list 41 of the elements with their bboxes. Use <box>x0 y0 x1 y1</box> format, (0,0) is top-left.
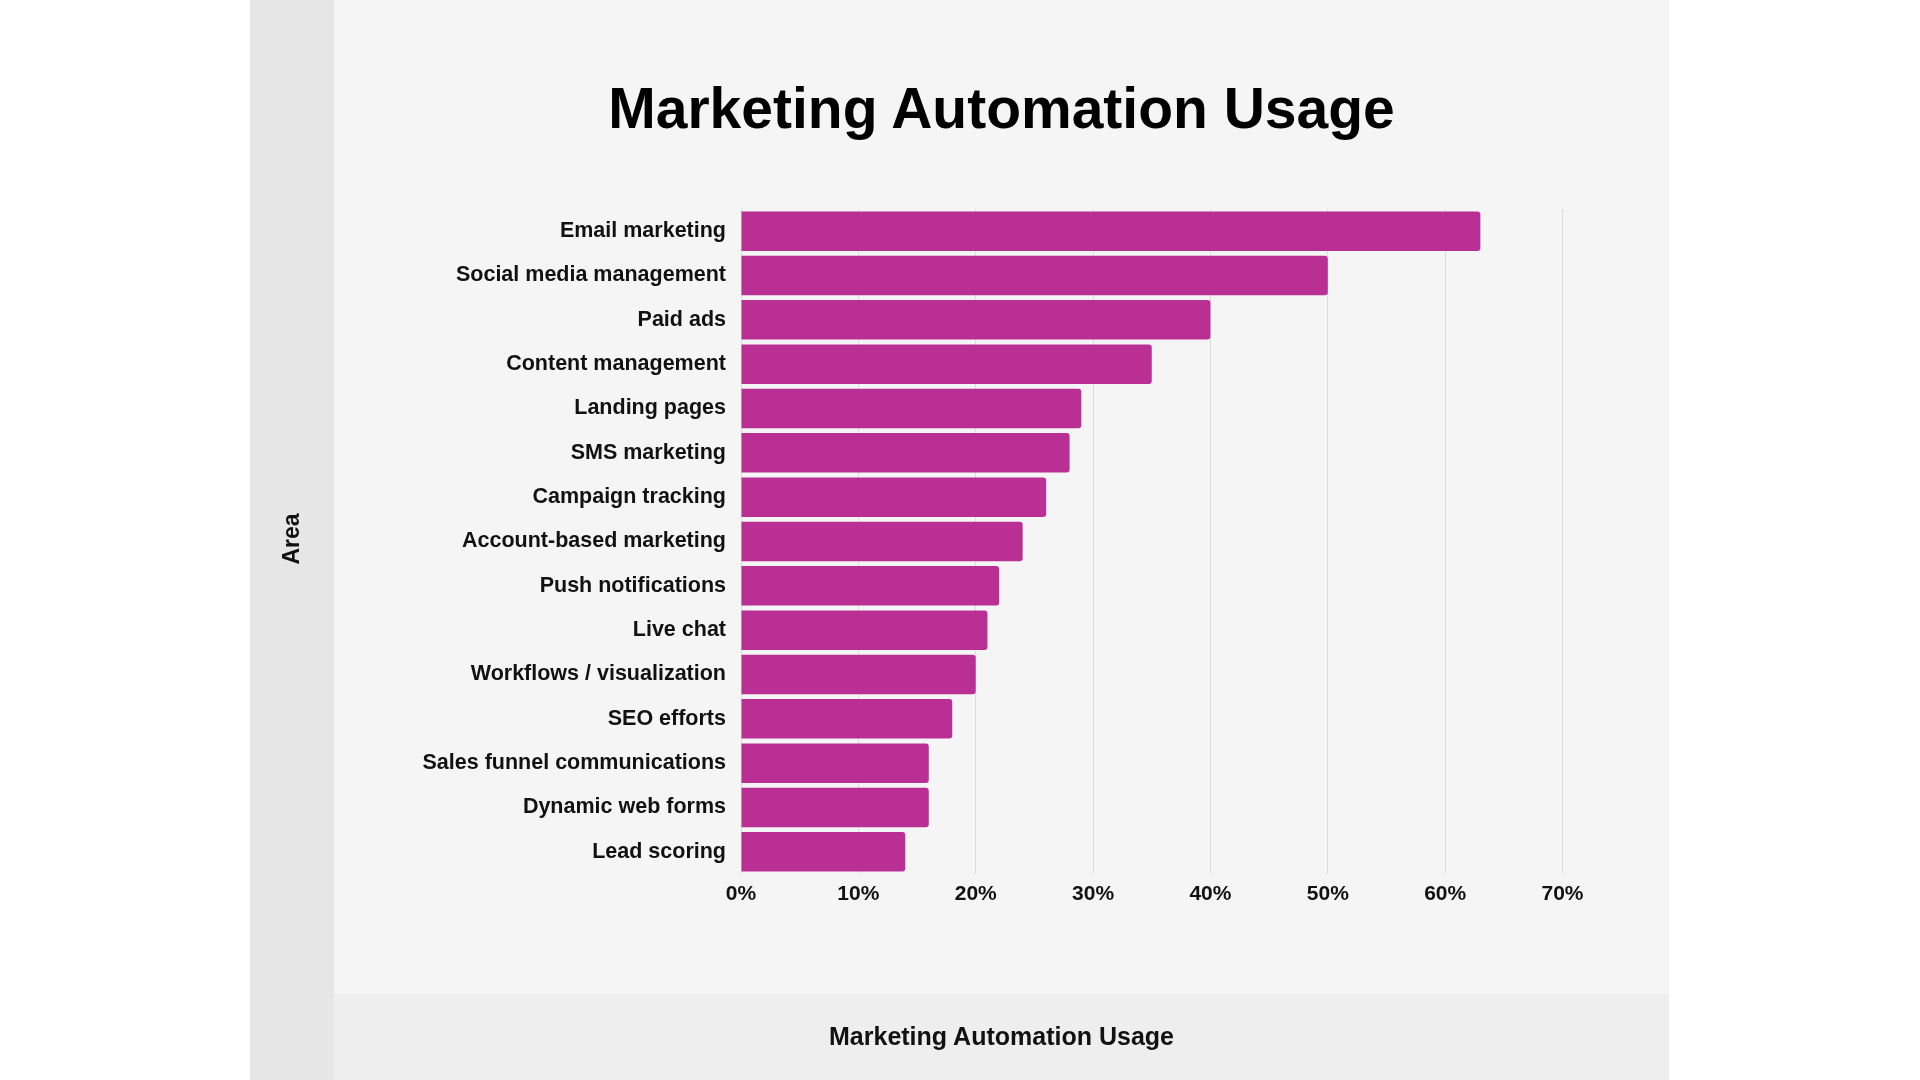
bar <box>741 300 1211 340</box>
y-tick-label: Social media management <box>455 262 726 287</box>
y-tick-label: Dynamic web forms <box>522 794 727 819</box>
bar <box>741 743 929 783</box>
bar <box>741 344 1152 384</box>
y-tick-label: Push notifications <box>539 572 727 597</box>
bar <box>741 211 1481 251</box>
y-tick-label: Email marketing <box>559 218 726 243</box>
bar <box>741 654 976 695</box>
y-tick-label: Workflows / visualization <box>470 661 726 686</box>
y-tick-label: Sales funnel communications <box>422 750 727 775</box>
text: Marketing Automation Usage <box>828 1021 1175 1051</box>
y-tick-label: Campaign tracking <box>532 484 726 509</box>
x-tick-label: 0% <box>725 881 757 905</box>
y-tick-label: Account-based marketing <box>461 528 726 553</box>
y-tick-label: Landing pages <box>574 395 727 420</box>
bar <box>741 521 1023 562</box>
bar <box>741 255 1328 296</box>
text: Area <box>277 513 305 565</box>
y-tick-label: Content management <box>506 351 726 376</box>
bar <box>741 787 929 828</box>
x-tick-label: 60% <box>1424 881 1467 905</box>
y-tick-label: Lead scoring <box>592 838 726 863</box>
bar <box>741 433 1070 473</box>
y-tick-label: SEO efforts <box>607 705 727 730</box>
x-tick-label: 10% <box>837 881 880 905</box>
bar <box>741 388 1082 429</box>
y-tick-label: Live chat <box>632 617 726 642</box>
bar <box>741 699 953 739</box>
chart-title: Marketing Automation Usage <box>607 75 1396 142</box>
x-tick-label: 50% <box>1306 881 1350 905</box>
y-tick-label: Paid ads <box>637 306 727 331</box>
y-tick-label: SMS marketing <box>570 439 726 464</box>
bar <box>741 566 1000 606</box>
bar <box>741 477 1047 517</box>
bar <box>741 832 906 872</box>
x-tick-label: 40% <box>1189 881 1232 905</box>
x-tick-label: 70% <box>1541 881 1584 905</box>
x-tick-label: 30% <box>1072 881 1115 905</box>
bar <box>741 610 988 650</box>
x-tick-label: 20% <box>954 881 998 905</box>
